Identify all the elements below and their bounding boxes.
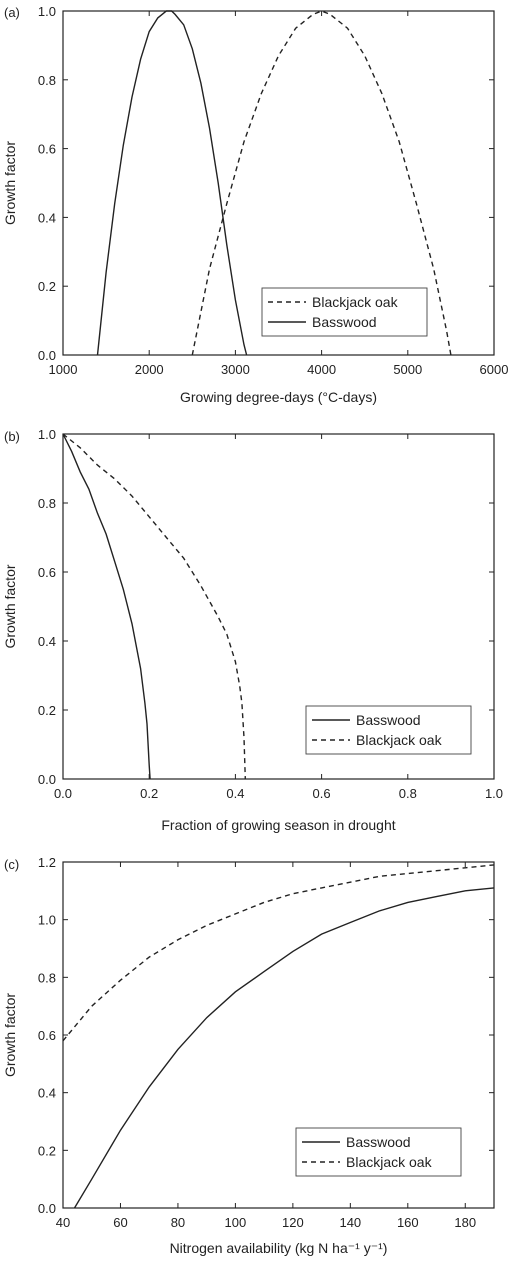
x-tick-label: 120 xyxy=(282,1215,304,1230)
panel-a: (a) 1000 2000 3000 4000 5000 6000 0.0 0.2 0.4 0.6 0… xyxy=(2,4,508,405)
x-tick-label: 140 xyxy=(339,1215,361,1230)
x-tick-label: 60 xyxy=(113,1215,127,1230)
x-tick-label: 40 xyxy=(56,1215,70,1230)
y-tick-label: 0.2 xyxy=(38,1143,56,1158)
legend-label: Basswood xyxy=(312,314,377,330)
series-line-basswood xyxy=(73,887,495,1209)
y-axis-title: Growth factor xyxy=(2,564,18,648)
x-tick-label: 0.6 xyxy=(313,786,331,801)
series-line-basswood xyxy=(62,433,151,780)
y-tick-label: 0.2 xyxy=(38,703,56,718)
y-tick-label: 1.0 xyxy=(38,427,56,442)
y-tick-label: 0.6 xyxy=(38,142,56,157)
y-tick-label: 0.4 xyxy=(38,634,56,649)
legend-box xyxy=(305,705,472,755)
x-tick-label: 1.0 xyxy=(485,786,503,801)
plot-frame xyxy=(62,433,495,780)
y-tick-label: 0.4 xyxy=(38,210,56,225)
x-tick-label: 100 xyxy=(225,1215,247,1230)
x-tick-label: 4000 xyxy=(307,362,336,377)
x-tick-label: 1000 xyxy=(49,362,78,377)
plot-frame xyxy=(62,10,495,356)
panel-c: (c) 40 60 80 100 120 140 160 180 0.0 0.2 0.4 0.6 0.8 1… xyxy=(2,855,495,1256)
x-axis-title: Growing degree-days (°C-days) xyxy=(180,389,377,405)
series-line-blackjack-oak xyxy=(191,10,452,356)
x-axis-title: Nitrogen availability (kg N ha⁻¹ y⁻¹) xyxy=(170,1240,388,1256)
x-tick-label: 0.4 xyxy=(226,786,244,801)
panel-label: (a) xyxy=(4,5,20,20)
x-tick-label: 0.0 xyxy=(54,786,72,801)
series-line-blackjack-oak xyxy=(62,864,495,1042)
y-axis-title: Growth factor xyxy=(2,141,18,225)
y-tick-label: 0.8 xyxy=(38,496,56,511)
x-tick-label: 2000 xyxy=(135,362,164,377)
y-tick-label: 0.0 xyxy=(38,772,56,787)
x-tick-label: 6000 xyxy=(480,362,509,377)
legend: Basswood Blackjack oak xyxy=(305,705,472,755)
panel-label: (b) xyxy=(4,429,20,444)
x-tick-label: 0.8 xyxy=(399,786,417,801)
legend-box xyxy=(295,1127,462,1177)
x-tick-label: 0.2 xyxy=(140,786,158,801)
panel-label: (c) xyxy=(4,857,19,872)
y-tick-label: 0.6 xyxy=(38,1028,56,1043)
y-tick-label: 0.4 xyxy=(38,1086,56,1101)
x-tick-label: 80 xyxy=(171,1215,185,1230)
x-tick-label: 5000 xyxy=(393,362,422,377)
x-tick-label: 160 xyxy=(397,1215,419,1230)
y-tick-label: 0.6 xyxy=(38,565,56,580)
y-tick-label: 1.0 xyxy=(38,4,56,19)
y-tick-label: 0.2 xyxy=(38,279,56,294)
y-tick-label: 0.8 xyxy=(38,73,56,88)
legend: Basswood Blackjack oak xyxy=(295,1127,462,1177)
legend-box xyxy=(261,287,428,337)
y-tick-label: 1.0 xyxy=(38,913,56,928)
series-line-blackjack-oak xyxy=(62,433,246,780)
x-tick-label: 3000 xyxy=(221,362,250,377)
y-axis-title: Growth factor xyxy=(2,993,18,1077)
legend-label: Blackjack oak xyxy=(312,294,399,310)
legend-label: Basswood xyxy=(346,1134,411,1150)
series-line-basswood xyxy=(96,10,248,356)
y-tick-label: 0.0 xyxy=(38,348,56,363)
panel-b: (b) 0.0 0.2 0.4 0.6 0.8 1.0 0.0 0.2 0.4 0.6 0.8 1.0 F… xyxy=(2,427,503,833)
legend-label: Basswood xyxy=(356,712,421,728)
x-tick-label: 180 xyxy=(454,1215,476,1230)
y-tick-label: 1.2 xyxy=(38,855,56,870)
legend-label: Blackjack oak xyxy=(346,1154,433,1170)
y-tick-label: 0.8 xyxy=(38,970,56,985)
x-axis-title: Fraction of growing season in drought xyxy=(161,817,395,833)
legend-label: Blackjack oak xyxy=(356,732,443,748)
legend: Blackjack oak Basswood xyxy=(261,287,428,337)
y-tick-label: 0.0 xyxy=(38,1201,56,1216)
